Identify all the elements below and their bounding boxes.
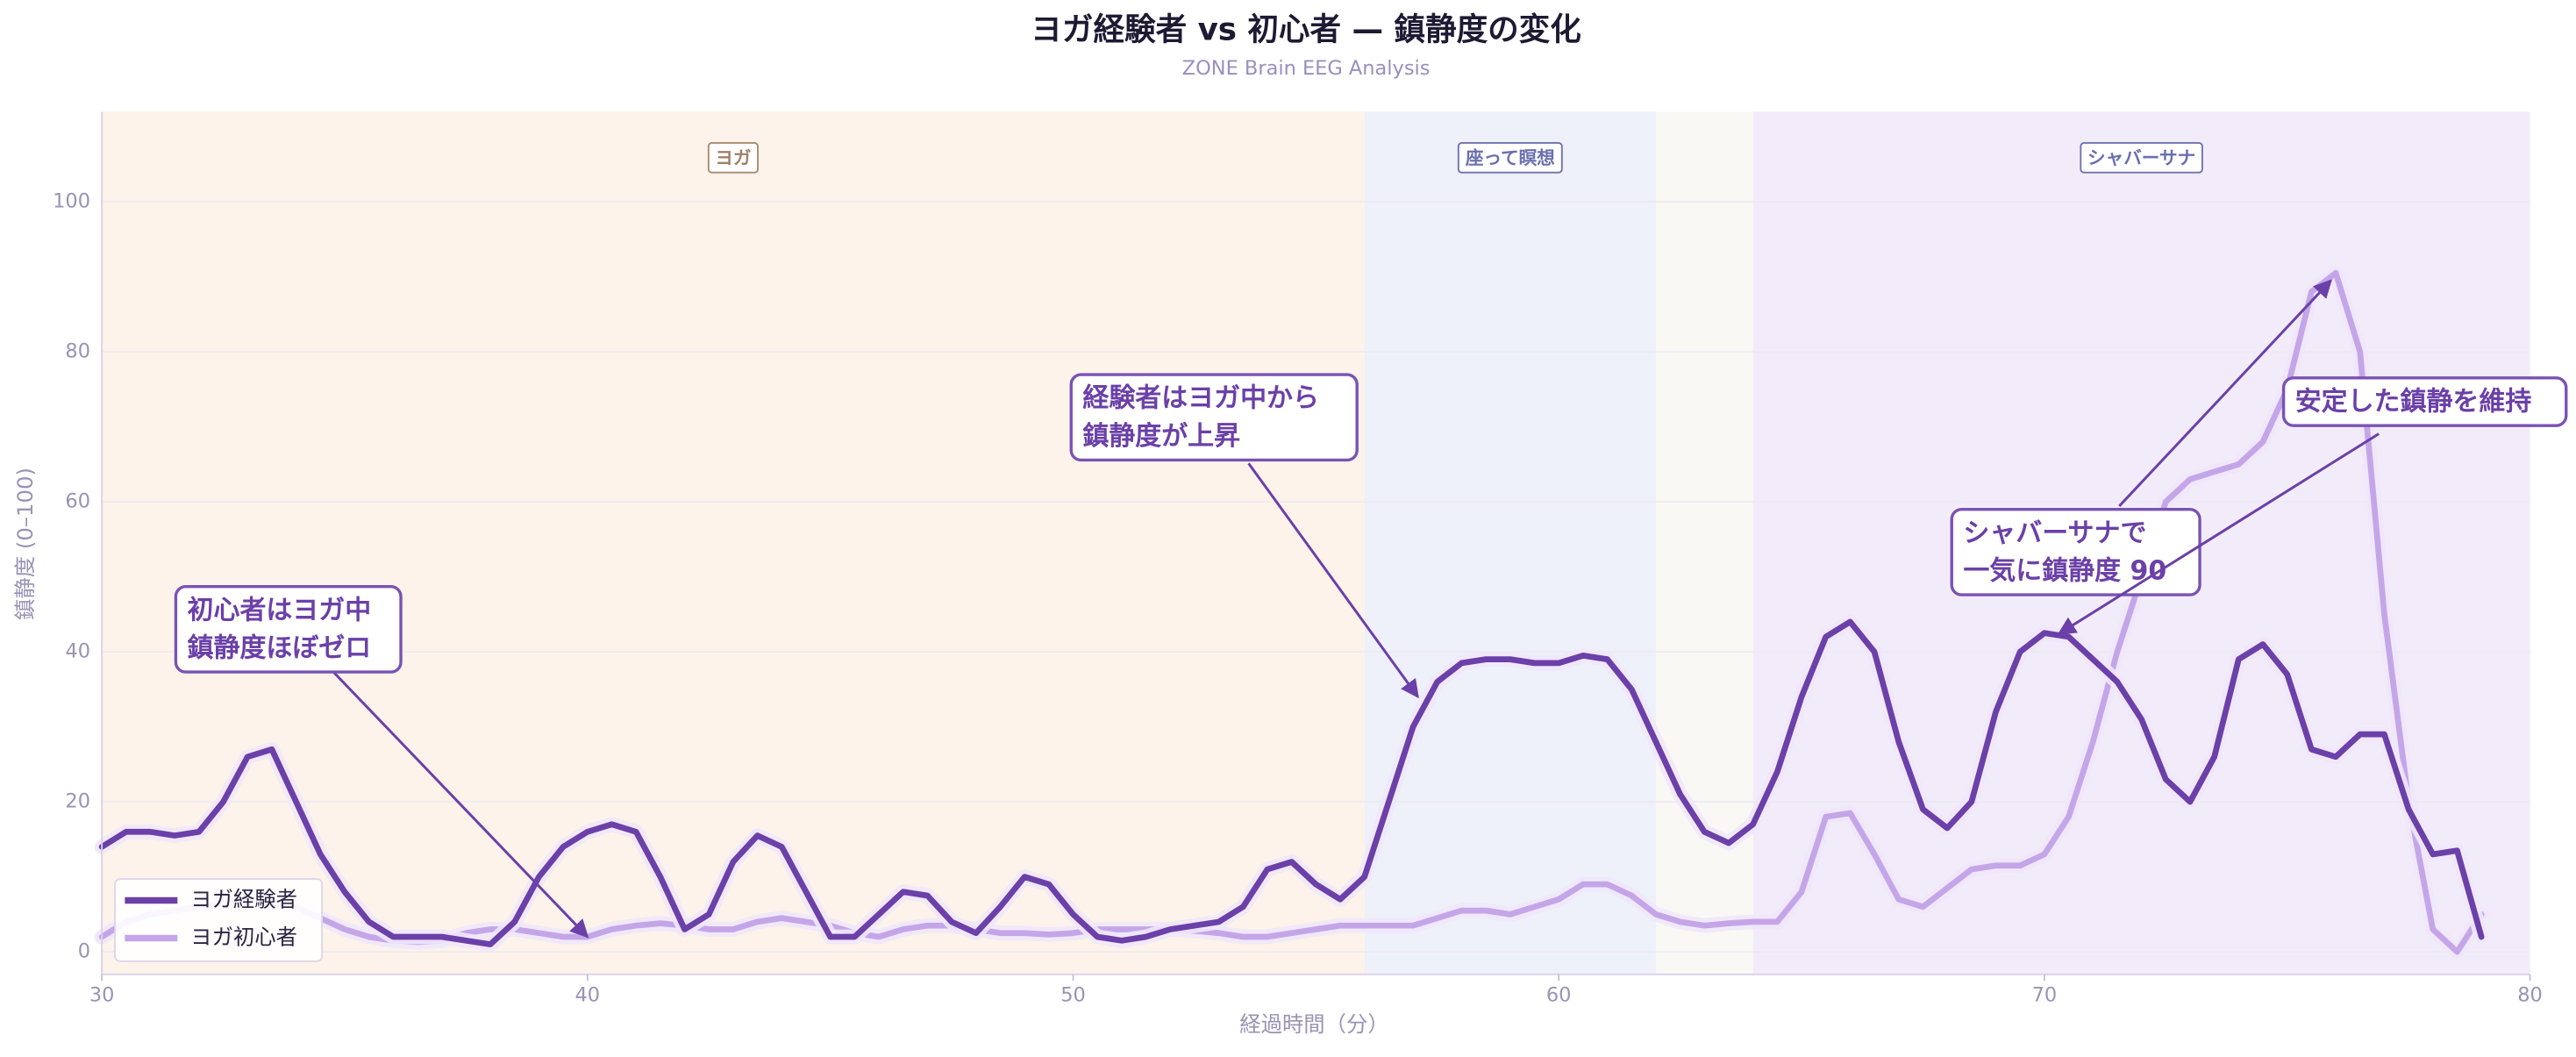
annotation-text: 経験者はヨガ中から	[1082, 383, 1319, 414]
annotation-text: 初心者はヨガ中	[188, 595, 372, 625]
region-label-box	[2080, 142, 2203, 174]
region-label: シャバーサナ	[2087, 147, 2195, 168]
y-axis-label: 鎮静度 (0–100)	[12, 468, 38, 620]
annotation-box	[1950, 507, 2201, 596]
region-label: ヨガ	[715, 147, 752, 168]
annotation-text: 鎮静度が上昇	[1082, 421, 1240, 452]
x-tick-label: 70	[2032, 984, 2058, 1007]
x-tick-label: 60	[1546, 984, 1572, 1007]
annotation-box	[2281, 376, 2568, 427]
chart-subtitle: ZONE Brain EEG Analysis	[1182, 57, 1431, 80]
regions: ヨガ 座って瞑想 シャバーサナ	[102, 111, 2530, 975]
grid	[102, 201, 2530, 953]
chart-title: ヨガ経験者 vs 初心者 — 鎮静度の変化	[1031, 12, 1581, 48]
region-label-box	[707, 142, 759, 174]
annotation-arrow	[2057, 432, 2380, 635]
x-tick-label: 40	[575, 984, 601, 1007]
region	[102, 111, 1365, 975]
annotation-text: 鎮静度ほぼゼロ	[188, 632, 372, 663]
annotation-box	[1069, 373, 1359, 462]
region-label: 座って瞑想	[1466, 147, 1555, 168]
y-tick-label: 60	[65, 490, 90, 513]
y-tick-label: 40	[65, 640, 90, 663]
annotation-text: シャバーサナで	[1963, 518, 2146, 548]
region	[1655, 111, 1753, 975]
annotation-arrow	[1247, 462, 1419, 699]
y-tick-label: 0	[78, 940, 90, 963]
x-tick-label: 50	[1060, 984, 1086, 1007]
y-tick-label: 100	[53, 190, 90, 213]
annotation-text: 安定した鎮静を維持	[2295, 386, 2532, 417]
region	[1364, 111, 1656, 975]
annotation-text: 一気に鎮静度 90	[1963, 555, 2166, 586]
lines	[94, 265, 2489, 960]
annotation-arrow	[2118, 279, 2332, 507]
x-tick-label: 30	[89, 984, 115, 1007]
region-label-box	[1457, 142, 1563, 174]
y-tick-label: 20	[65, 790, 90, 813]
x-tick-label: 80	[2517, 984, 2543, 1007]
x-axis-label: 経過時間（分）	[1239, 1011, 1388, 1037]
annotation-arrow	[332, 671, 589, 939]
legend-label: ヨガ経験者	[190, 886, 297, 911]
annotation-box	[174, 585, 403, 674]
y-tick-label: 80	[65, 340, 90, 363]
series-line	[98, 618, 2485, 947]
legend-label: ヨガ初心者	[190, 925, 297, 950]
